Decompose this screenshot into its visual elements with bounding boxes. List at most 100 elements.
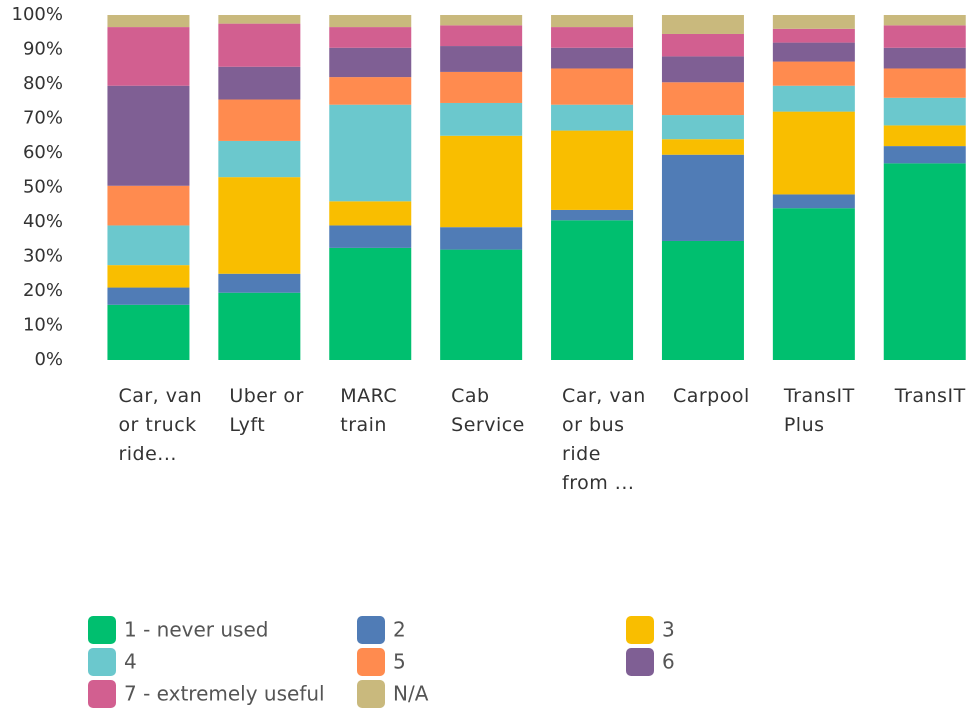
x-tick-label: TransIT Plus: [783, 385, 855, 436]
bar-segment: [661, 115, 744, 140]
bar-segment: [772, 42, 855, 62]
bar-segment: [772, 28, 855, 43]
bar-segment: [661, 139, 744, 155]
bar-segment: [661, 15, 744, 34]
bar-segment: [218, 140, 301, 178]
bar-segment: [218, 292, 301, 360]
bar-segment: [329, 201, 412, 226]
y-tick-label: 40%: [23, 211, 63, 232]
bar-segment: [772, 61, 855, 86]
x-tick-label: Carpool: [672, 385, 750, 407]
bar-segment: [883, 163, 966, 360]
bar-segment: [883, 15, 966, 26]
bar-segment: [107, 225, 190, 266]
bar-segment: [551, 104, 634, 131]
x-tick-label: Uber or Lyft: [229, 385, 304, 436]
bar-segment: [440, 15, 523, 26]
bar-segment: [440, 102, 523, 136]
legend-label: 7 - extremely useful: [124, 682, 325, 706]
bar-segment: [218, 23, 301, 67]
bar-segment: [107, 15, 190, 28]
legend-label: 4: [124, 650, 137, 674]
legend-swatch: [88, 648, 116, 676]
bar-segment: [551, 27, 634, 48]
y-tick-label: 60%: [23, 142, 63, 163]
bar-segment: [661, 154, 744, 241]
bar-segment: [218, 66, 301, 100]
bar-segment: [218, 15, 301, 24]
x-tick-label: TransIT: [894, 385, 966, 407]
bar-segment: [440, 71, 523, 103]
y-tick-label: 0%: [34, 349, 63, 370]
y-tick-label: 90%: [23, 39, 63, 60]
bar-segment: [772, 15, 855, 29]
y-tick-label: 10%: [23, 315, 63, 336]
legend-swatch: [88, 680, 116, 708]
legend-label: 1 - never used: [124, 618, 268, 642]
x-tick-label: Car, van or bus ride from ...: [562, 385, 646, 494]
legend-swatch: [357, 680, 385, 708]
legend-swatch: [357, 616, 385, 644]
legend-label: 6: [662, 650, 675, 674]
bar-segment: [883, 68, 966, 98]
bar-segment: [107, 287, 190, 305]
bar-segment: [329, 247, 412, 360]
x-tick-label: MARC train: [340, 385, 398, 436]
bar-segment: [107, 185, 190, 226]
bar-segment: [661, 56, 744, 83]
bar-segment: [440, 135, 523, 228]
bar-segment: [883, 125, 966, 147]
legend-label: 3: [662, 618, 675, 642]
bar-segment: [329, 77, 412, 105]
bar-segment: [883, 25, 966, 48]
bar-segment: [107, 265, 190, 288]
bar-segment: [661, 240, 744, 360]
bar-segment: [551, 209, 634, 221]
y-tick-label: 70%: [23, 108, 63, 129]
bar-segment: [772, 194, 855, 209]
bar-segment: [329, 27, 412, 48]
bar-segment: [440, 227, 523, 250]
bar-segment: [661, 82, 744, 116]
bar-segment: [772, 85, 855, 112]
bar-segment: [883, 47, 966, 69]
bar-segment: [883, 146, 966, 164]
legend-swatch: [88, 616, 116, 644]
legend-swatch: [626, 648, 654, 676]
bar-segment: [551, 15, 634, 28]
legend-swatch: [626, 616, 654, 644]
y-tick-label: 80%: [23, 73, 63, 94]
legend-label: 2: [393, 618, 406, 642]
bar-segment: [551, 220, 634, 360]
bar-segment: [551, 130, 634, 210]
bar-segment: [329, 47, 412, 78]
bar-segment: [440, 25, 523, 47]
legend-swatch: [357, 648, 385, 676]
legend-label: 5: [393, 650, 406, 674]
bar-segment: [329, 15, 412, 28]
y-tick-label: 30%: [23, 246, 63, 267]
bar-segment: [440, 46, 523, 72]
bar-segment: [661, 33, 744, 57]
bar-segment: [107, 27, 190, 86]
y-tick-label: 50%: [23, 177, 63, 198]
x-tick-label: Cab Service: [451, 385, 525, 436]
bar-segment: [218, 273, 301, 293]
x-tick-label: Car, van or truck ride...: [118, 385, 203, 465]
bar-segment: [218, 99, 301, 141]
bar-segment: [329, 104, 412, 202]
bar-segment: [329, 225, 412, 248]
bar-segment: [440, 249, 523, 360]
y-tick-label: 100%: [12, 4, 63, 25]
y-tick-label: 20%: [23, 280, 63, 301]
bar-segment: [218, 177, 301, 274]
bar-segment: [772, 111, 855, 195]
legend-label: N/A: [393, 682, 429, 706]
bar-segment: [551, 68, 634, 105]
bar-segment: [772, 208, 855, 360]
bar-segment: [551, 47, 634, 69]
bar-segment: [107, 85, 190, 186]
bar-segment: [883, 97, 966, 126]
